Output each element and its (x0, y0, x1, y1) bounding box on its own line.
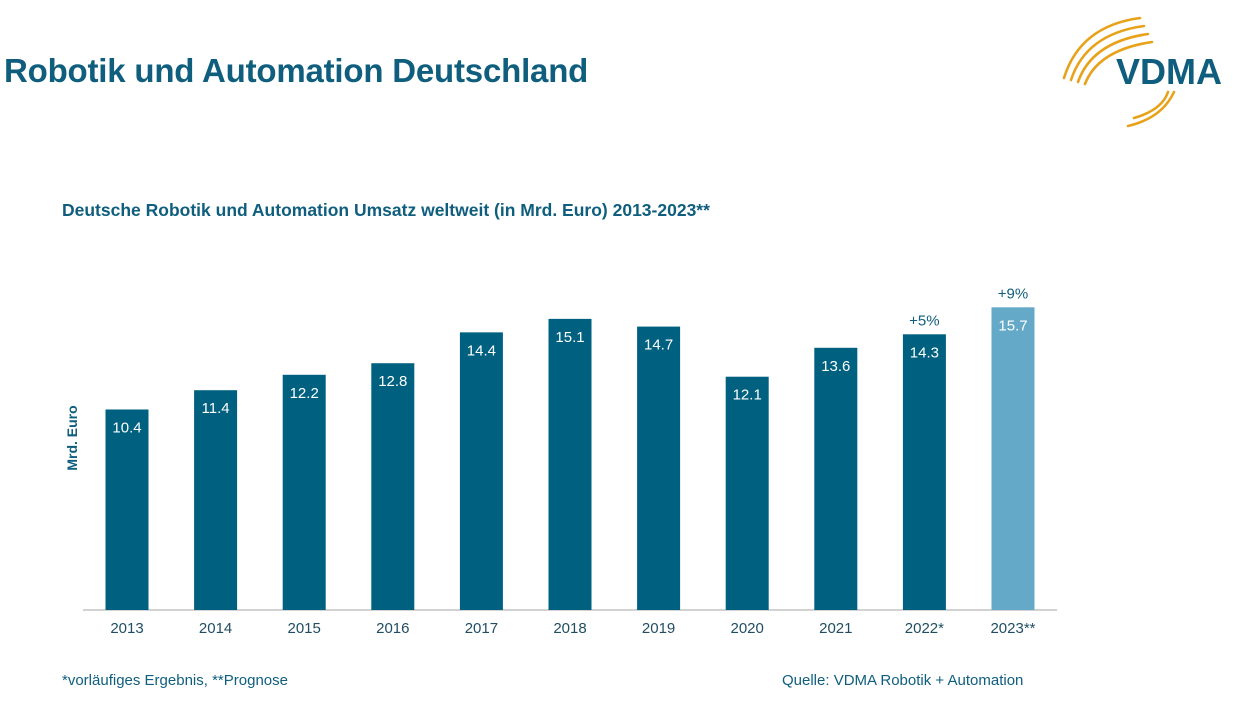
value-label: 14.4 (467, 342, 496, 359)
category-label: 2014 (199, 620, 232, 637)
logo-arc-4 (1083, 40, 1154, 86)
chart-title: Deutsche Robotik und Automation Umsatz w… (62, 200, 710, 220)
bar-2021 (814, 347, 858, 610)
category-label: 2021 (819, 620, 852, 637)
logo-arc-3 (1076, 32, 1150, 84)
value-label: 14.7 (644, 337, 673, 354)
bar-2013 (105, 409, 149, 610)
category-label: 2023** (990, 620, 1035, 637)
value-label: 13.6 (821, 358, 850, 375)
category-label: 2015 (288, 620, 321, 637)
category-label: 2019 (642, 620, 675, 637)
category-label: 2022* (905, 620, 944, 637)
bar-2022 (902, 334, 946, 610)
growth-annotation: +5% (909, 312, 939, 329)
growth-annotation: +9% (998, 285, 1028, 302)
bar-2017 (459, 332, 503, 610)
value-label: 12.1 (733, 387, 762, 404)
value-label: 15.7 (998, 317, 1027, 334)
bar-2019 (637, 326, 681, 610)
bar-2018 (548, 318, 592, 610)
value-label: 14.3 (910, 344, 939, 361)
category-label: 2020 (731, 620, 764, 637)
footnote: *vorläufiges Ergebnis, **Prognose (62, 672, 288, 689)
category-label: 2013 (110, 620, 143, 637)
bar-2015 (282, 374, 326, 610)
source-note: Quelle: VDMA Robotik + Automation (782, 672, 1024, 689)
bar-2016 (371, 363, 415, 610)
logo-arc-6 (1132, 90, 1170, 120)
page-title: Robotik und Automation Deutschland (4, 52, 589, 89)
category-label: 2017 (465, 620, 498, 637)
logo-arc-2 (1069, 24, 1146, 82)
logo-arc-5 (1126, 90, 1176, 128)
category-label: 2016 (376, 620, 409, 637)
bar-2023 (991, 307, 1035, 610)
bar-2014 (194, 390, 238, 610)
value-label: 12.2 (290, 385, 319, 402)
category-label: 2018 (553, 620, 586, 637)
vdma-logo: VDMA (1062, 16, 1222, 128)
value-label: 15.1 (555, 329, 584, 346)
logo-arc-1 (1062, 16, 1142, 80)
value-label: 11.4 (202, 400, 230, 417)
bar-2020 (725, 376, 769, 610)
logo-text: VDMA (1116, 51, 1222, 92)
y-axis-label: Mrd. Euro (64, 405, 80, 470)
value-label: 10.4 (112, 419, 141, 436)
value-label: 12.8 (378, 373, 407, 390)
